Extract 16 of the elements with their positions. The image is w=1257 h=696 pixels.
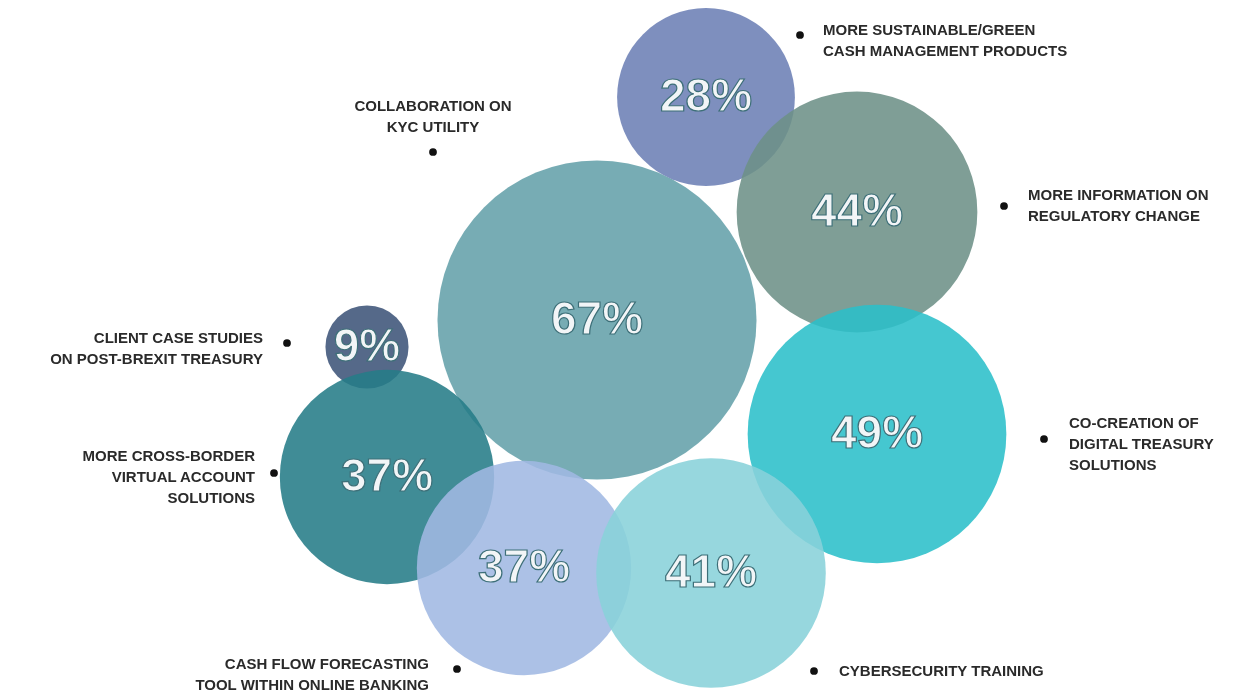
data-label: 37% — [340, 449, 434, 501]
category-label: MORE CROSS-BORDER VIRTUAL ACCOUNT SOLUTIONS — [82, 447, 256, 506]
data-label: 67% — [550, 292, 644, 344]
category-label: MORE INFORMATION ON REGULATORY CHANGE — [1028, 186, 1209, 224]
category-label: COLLABORATION ON KYC UTILITY — [354, 97, 512, 135]
data-label: 44% — [810, 184, 904, 236]
category-label: CLIENT CASE STUDIES ON POST-BREXIT TREASURY — [50, 329, 263, 367]
data-label: 9% — [333, 319, 401, 371]
category-label: CYBERSECURITY TRAINING — [839, 662, 1044, 679]
category-label: CASH FLOW FORECASTING TOOL WITHIN ONLINE BANKING — [195, 655, 429, 693]
data-label: 41% — [664, 545, 758, 597]
data-label: 37% — [477, 540, 571, 592]
category-label: CO-CREATION OF DIGITAL TREASURY SOLUTIONS — [1069, 414, 1214, 473]
category-label: MORE SUSTAINABLE/GREEN CASH MANAGEMENT PRODUCTS — [823, 21, 1068, 59]
data-label: 28% — [659, 69, 753, 121]
data-label: 49% — [830, 406, 924, 458]
